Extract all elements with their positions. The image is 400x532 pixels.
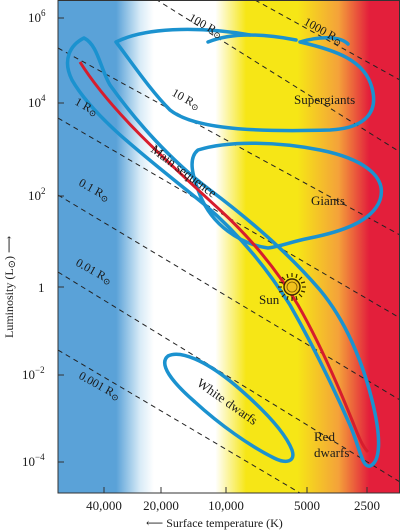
supergiants-top-stroke — [206, 33, 298, 44]
red-dwarfs-label-line2: dwarfs — [314, 445, 349, 460]
y-tick-label: 1 — [38, 280, 45, 295]
radius-line-0.1 — [58, 194, 400, 401]
x-tick-label: 5000 — [294, 498, 320, 513]
white-dwarfs-outline — [162, 352, 295, 464]
radius-line-10 — [58, 47, 400, 236]
supergiants-label: Supergiants — [294, 92, 355, 107]
x-axis-title: ⟵ Surface temperature (K) — [146, 516, 283, 530]
giants-label: Giants — [311, 193, 345, 208]
red-dwarfs-label-line1: Red — [314, 429, 335, 444]
x-tick-label: 40,000 — [86, 498, 122, 513]
y-tick-label: 10−2 — [22, 365, 45, 382]
main-sequence-band — [65, 36, 381, 468]
x-axis-ticks — [103, 487, 368, 493]
x-tick-label: 20,000 — [143, 498, 179, 513]
y-tick-label: 106 — [28, 8, 46, 25]
radius-line-0.001 — [58, 349, 301, 493]
x-tick-label: 10,000 — [208, 498, 244, 513]
y-tick-label: 10−4 — [22, 452, 45, 469]
y-tick-label: 104 — [28, 93, 46, 110]
y-axis-ticks — [58, 17, 64, 463]
radius-line-1000 — [254, 0, 400, 81]
sun-icon — [278, 273, 306, 301]
sun-label: Sun — [259, 292, 280, 307]
y-axis-title: Luminosity (L⊙) ⟶ — [2, 236, 18, 338]
giants-outline — [190, 141, 384, 250]
radius-line-100 — [156, 0, 400, 153]
radius-line-0.01 — [58, 271, 400, 483]
supergiants-outline — [114, 27, 376, 133]
x-tick-label: 2500 — [354, 498, 380, 513]
y-tick-label: 102 — [28, 186, 46, 203]
